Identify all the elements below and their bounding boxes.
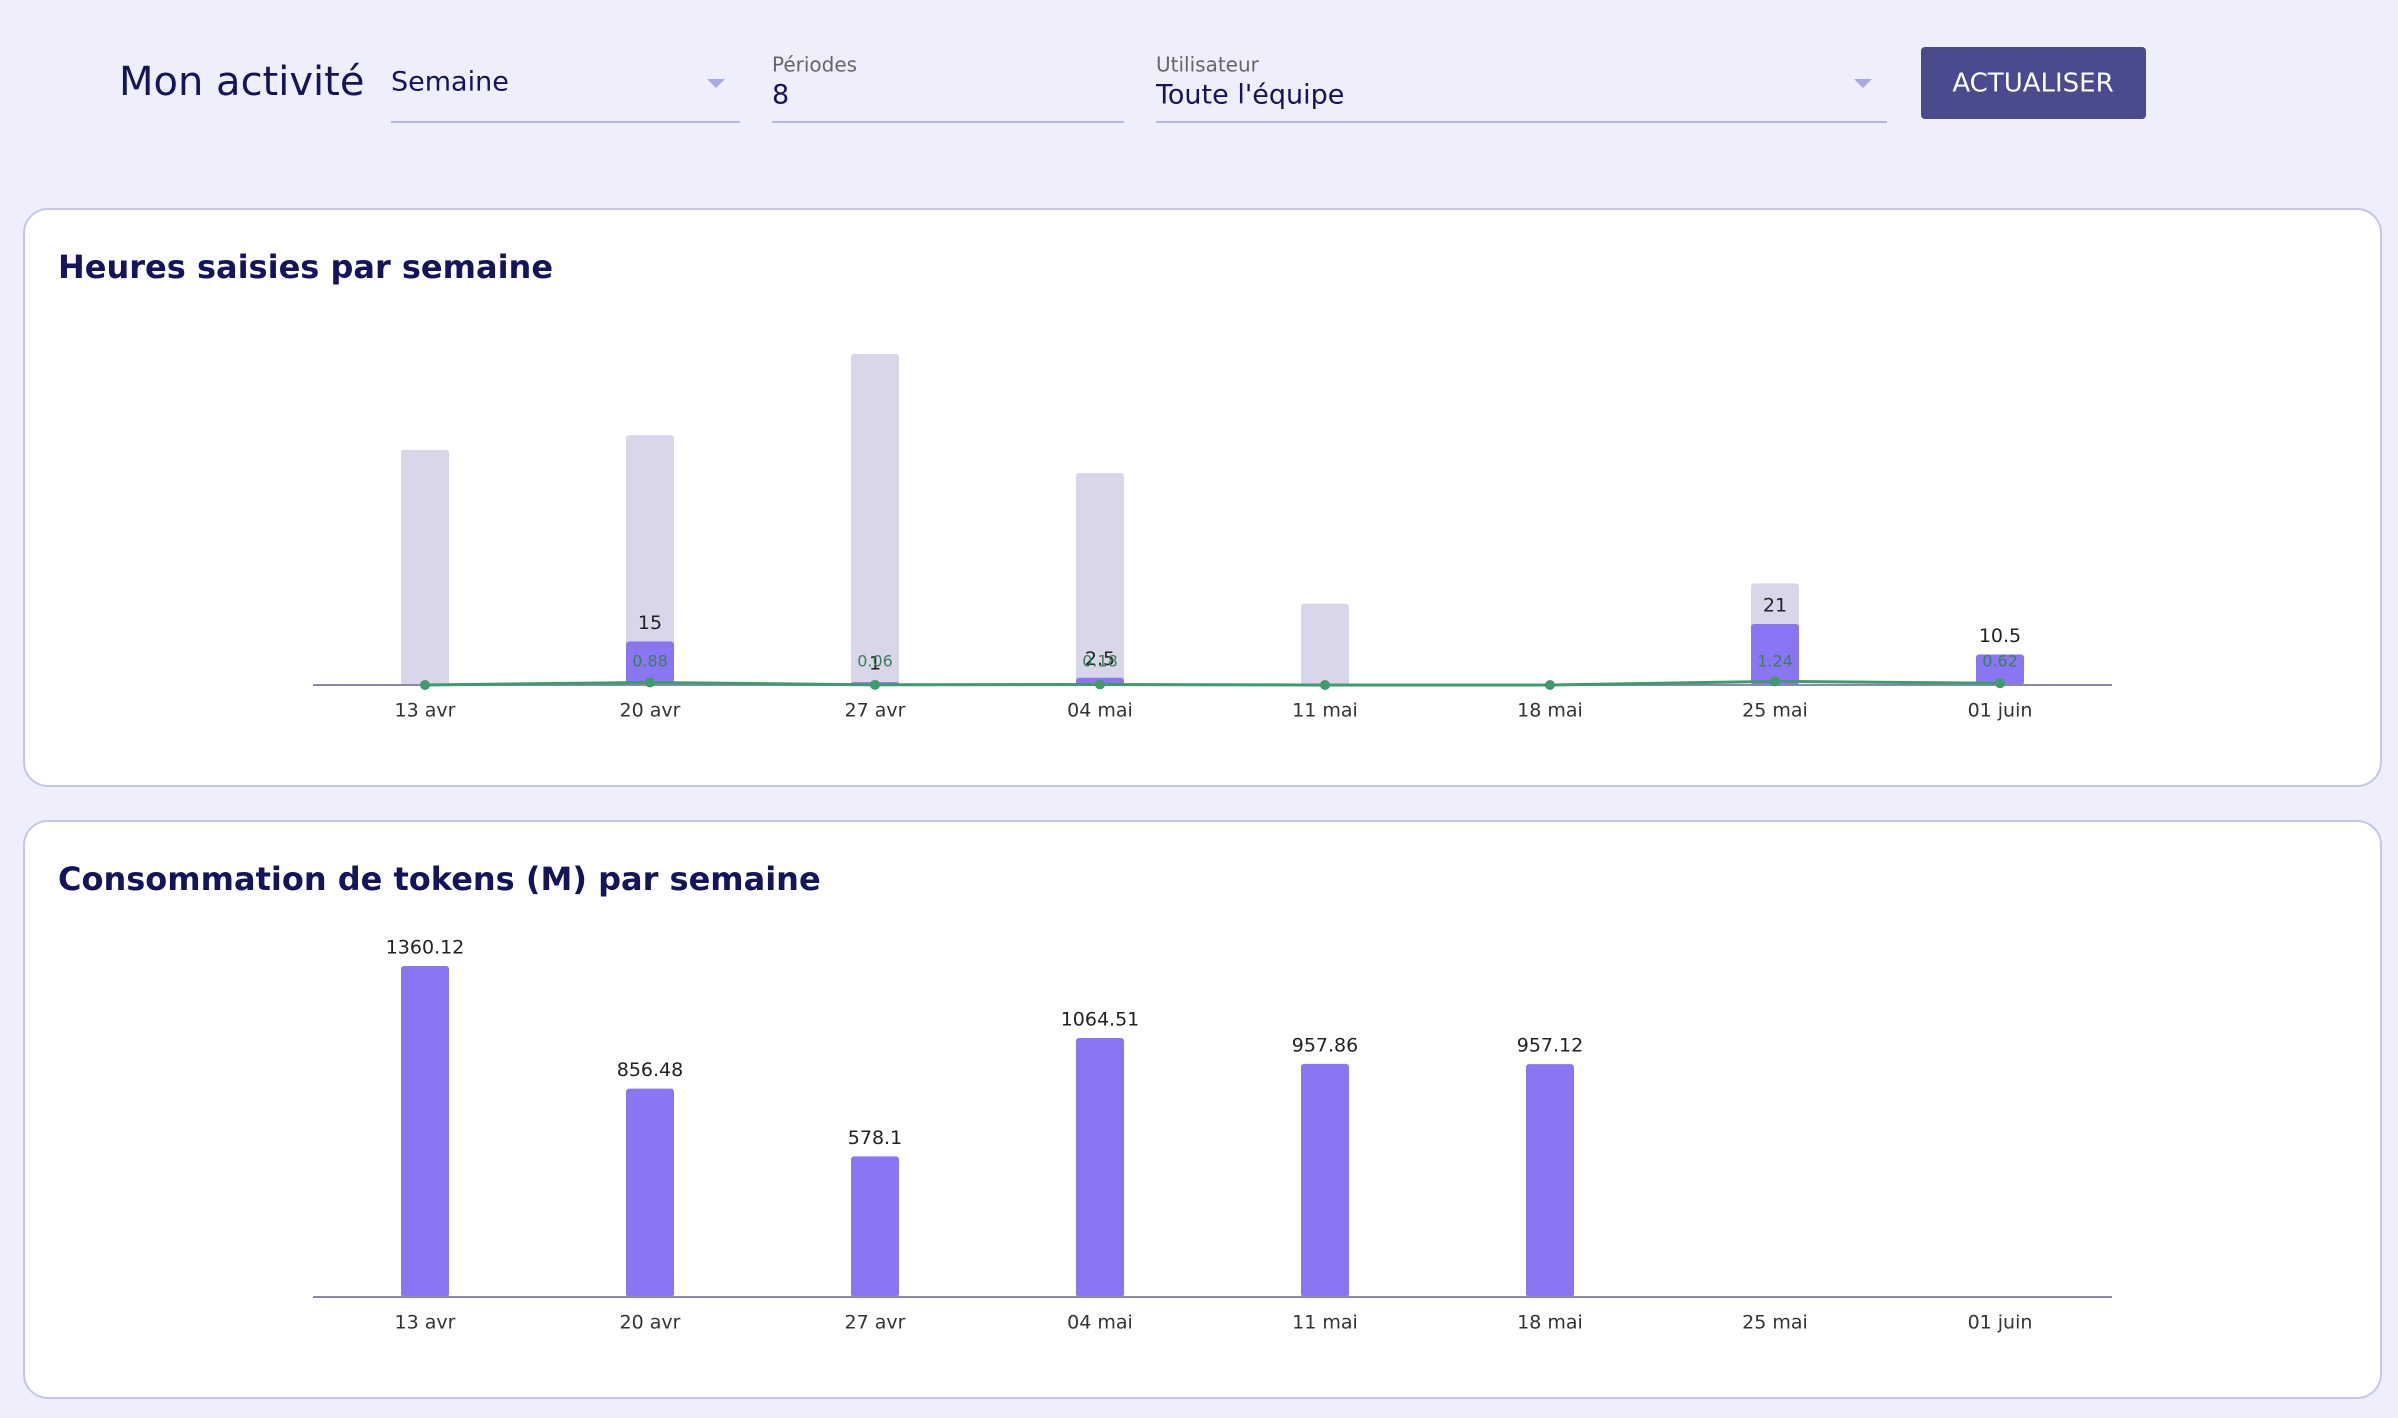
chart-title: Consommation de tokens (M) par semaine [58, 860, 821, 898]
bar [851, 354, 899, 685]
bar [1076, 473, 1124, 685]
button-bg [1921, 47, 2146, 119]
bar [401, 966, 449, 1297]
data-label: 578.1 [848, 1127, 902, 1149]
line-point [1095, 679, 1105, 690]
x-tick-label: 18 mai [1517, 1312, 1583, 1334]
line [424, 679, 2001, 687]
data-label: 1.24 [1757, 652, 1793, 671]
line-point [870, 679, 880, 690]
line-point [1545, 680, 1555, 690]
bar [1751, 624, 1799, 685]
page-title: Mon activité [119, 59, 364, 105]
user-select[interactable]: Utilisateur Toute l'équipe [1155, 53, 1887, 123]
refresh-button[interactable]: ACTUALISER [1921, 47, 2146, 119]
data-label: 0.18 [1082, 652, 1118, 671]
x-tick-label: 20 avr [620, 700, 681, 722]
chart-title: Heures saisies par semaine [58, 248, 553, 286]
bar [1976, 654, 2024, 685]
card [23, 820, 2382, 1399]
input-label: Utilisateur [1156, 53, 1260, 77]
data-label: 1 [869, 653, 881, 675]
bar [851, 1156, 899, 1297]
button-label: ACTUALISER [1952, 69, 2113, 99]
x-tick-label: 27 avr [845, 1312, 906, 1334]
bar [1076, 1037, 1124, 1297]
x-tick-label: 13 avr [395, 1312, 456, 1334]
x-tick-label: 25 mai [1742, 700, 1808, 722]
x-tick-label: 13 avr [395, 700, 456, 722]
select-value: Semaine [391, 67, 509, 98]
bar [626, 435, 674, 685]
x-tick-label: 25 mai [1742, 1312, 1808, 1334]
data-label: 957.86 [1292, 1034, 1358, 1056]
data-label: 2.5 [1085, 648, 1115, 670]
x-tick-label: 01 juin [1968, 1312, 2033, 1334]
data-label: 856.48 [617, 1059, 683, 1081]
data-label: 957.12 [1517, 1035, 1583, 1057]
data-label: 1360.12 [386, 937, 465, 959]
x-tick-label: 04 mai [1067, 700, 1133, 722]
x-tick-label: 04 mai [1067, 1312, 1133, 1334]
x-tick-label: 11 mai [1292, 1312, 1358, 1334]
bar [1301, 603, 1349, 685]
dropdown-arrow [707, 79, 725, 88]
input-label: Périodes [772, 53, 857, 77]
x-tick-label: 20 avr [620, 1312, 681, 1334]
line-point [1320, 680, 1330, 690]
data-label: 0.06 [857, 652, 893, 671]
periods-input[interactable]: Périodes 8 [772, 53, 1124, 123]
data-label: 21 [1763, 595, 1787, 617]
data-label: 10.5 [1979, 625, 2021, 647]
bar [626, 1088, 674, 1297]
bar [1301, 1063, 1349, 1297]
input-value: 8 [772, 80, 789, 111]
data-label: 0.62 [1982, 652, 2018, 671]
x-tick-label: 11 mai [1292, 700, 1358, 722]
x-tick-label: 18 mai [1517, 700, 1583, 722]
x-tick-label: 01 juin [1968, 700, 2033, 722]
line-point [1770, 676, 1780, 687]
data-label: 1064.51 [1061, 1008, 1140, 1030]
bar [1526, 1064, 1574, 1297]
data-label: 0.88 [632, 652, 668, 671]
bar [626, 641, 674, 685]
line-point [1995, 678, 2005, 689]
line-point [420, 680, 430, 690]
dropdown-arrow [1854, 79, 1872, 88]
line-point [645, 677, 655, 688]
bar [401, 449, 449, 685]
period-select[interactable]: Semaine [391, 67, 740, 123]
x-tick-label: 27 avr [845, 700, 906, 722]
data-label: 15 [638, 612, 662, 634]
select-value: Toute l'équipe [1155, 80, 1344, 111]
